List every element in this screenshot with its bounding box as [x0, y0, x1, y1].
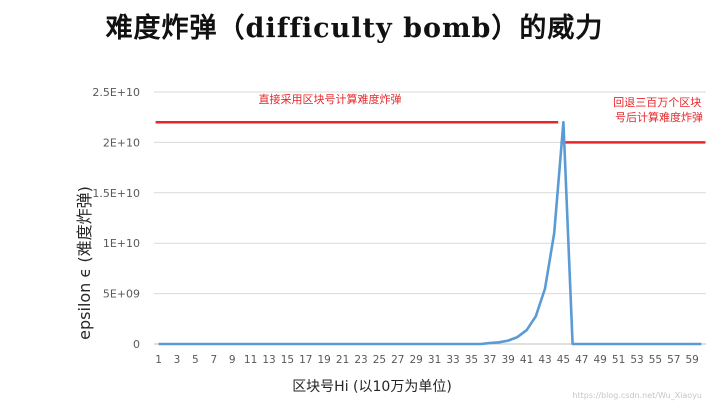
y-axis-label: epsilon ϵ (难度炸弹)	[75, 186, 94, 340]
slide-title: 难度炸弹（difficulty bomb）的威力	[105, 13, 604, 44]
x-tick-label: 5	[192, 354, 199, 366]
x-tick-label: 31	[428, 354, 441, 366]
annotation-rollback-line-1: 回退三百万个区块	[613, 96, 701, 109]
annotation-rollback-3m-blocks: 回退三百万个区块 号后计算难度炸弹	[613, 96, 705, 124]
x-tick-label: 51	[612, 354, 625, 366]
chart-panel: 0 5E+09 1E+10 1.5E+10 2E+10 2.5E+10 1 3 5 7 9 11 13…	[32, 82, 709, 404]
x-tick-label: 35	[465, 354, 478, 366]
annotation-rollback-line-2: 号后计算难度炸弹	[615, 110, 703, 124]
series-layer	[158, 120, 702, 346]
x-tick-label: 27	[391, 354, 404, 366]
x-tick-label: 17	[299, 354, 312, 366]
x-tick-label: 29	[410, 354, 423, 366]
x-tick-label: 43	[538, 354, 551, 366]
x-tick-label: 57	[667, 354, 680, 366]
x-tick-label: 33	[446, 354, 459, 366]
x-tick-label: 41	[520, 354, 533, 366]
x-tick-label: 7	[210, 354, 217, 366]
x-tick-label: 21	[336, 354, 349, 366]
x-tick-label: 1	[155, 354, 162, 366]
y-tick-labels: 0 5E+09 1E+10 1.5E+10 2E+10 2.5E+10	[92, 86, 140, 351]
x-tick-label: 39	[502, 354, 515, 366]
y-tick-label: 1.5E+10	[92, 187, 140, 200]
annotation-direct-block-number: 直接采用区块号计算难度炸弹	[259, 92, 402, 106]
x-tick-label: 55	[649, 354, 662, 366]
x-tick-label: 13	[262, 354, 275, 366]
x-tick-labels: 1 3 5 7 9 11 13 15 17 19 21 23 25 27 29 31 33 35 37 39 41 43 4…	[155, 354, 699, 366]
y-tick-label: 2.5E+10	[92, 86, 140, 99]
x-tick-label: 47	[575, 354, 588, 366]
gridlines	[154, 91, 706, 345]
x-tick-label: 59	[686, 354, 699, 366]
x-tick-label: 23	[354, 354, 367, 366]
series-line	[158, 120, 702, 346]
x-tick-label: 9	[229, 354, 236, 366]
watermark: https://blog.csdn.net/Wu_Xiaoyu	[572, 391, 702, 400]
x-tick-label: 53	[630, 354, 643, 366]
x-tick-label: 15	[281, 354, 294, 366]
x-tick-label: 49	[594, 354, 607, 366]
x-tick-label: 25	[373, 354, 386, 366]
y-tick-label: 2E+10	[103, 136, 140, 149]
y-tick-label: 5E+09	[103, 288, 140, 301]
x-axis-label: 区块号Hi (以10万为单位)	[292, 379, 452, 395]
x-tick-label: 45	[557, 354, 570, 366]
x-tick-label: 19	[318, 354, 331, 366]
reference-lines	[155, 120, 706, 144]
x-tick-label: 3	[174, 354, 181, 366]
y-tick-label: 0	[133, 338, 140, 351]
y-tick-label: 1E+10	[103, 237, 140, 250]
x-tick-label: 37	[483, 354, 496, 366]
x-tick-label: 11	[244, 354, 257, 366]
